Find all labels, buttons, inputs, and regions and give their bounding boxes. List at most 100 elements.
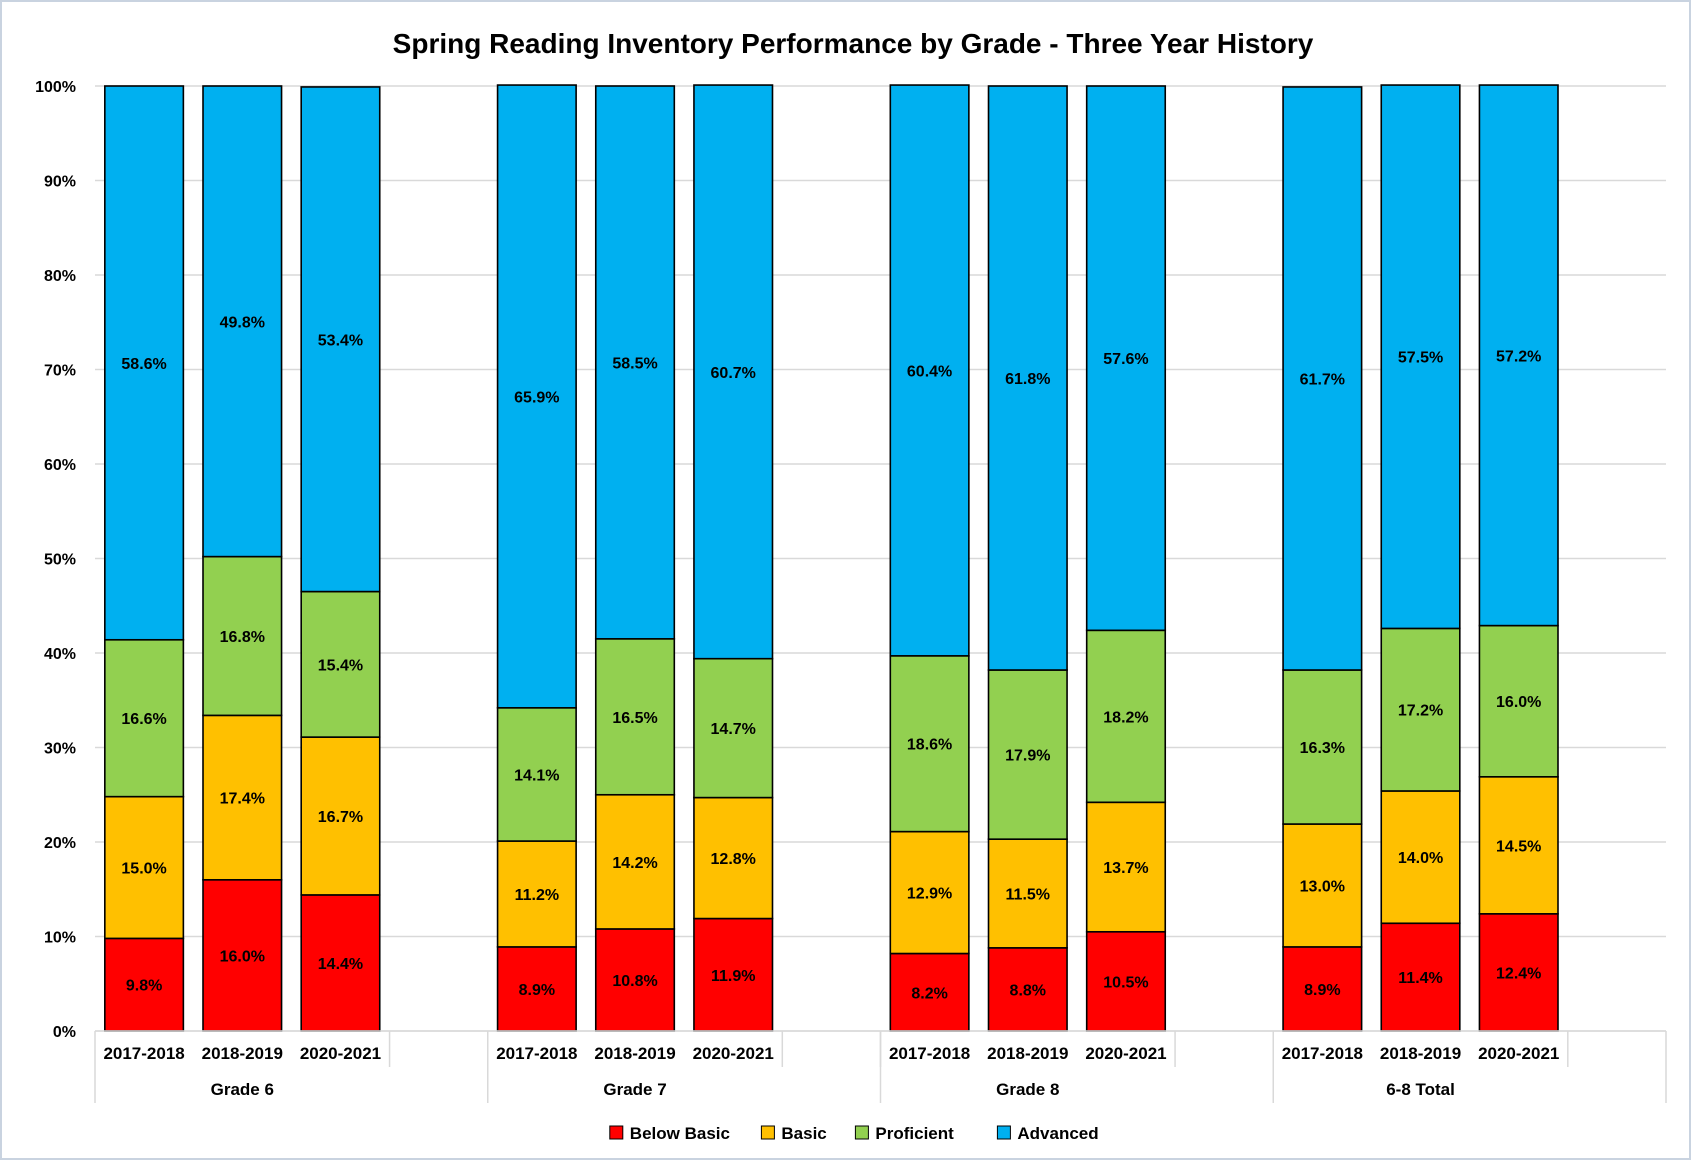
data-label-grade-7-2020-2021-advanced: 60.7% (711, 365, 756, 382)
data-label-grade-6-2018-2019-basic: 17.4% (220, 791, 265, 808)
data-label-grade-7-2020-2021-proficient: 14.7% (711, 721, 756, 738)
data-label-grade-8-2020-2021-below-basic: 10.5% (1103, 974, 1148, 991)
bar-6-8-total-2017-2018-proficient (1282, 669, 1363, 825)
bar-grade-7-2018-2019-basic (594, 793, 676, 930)
data-label-grade-7-2020-2021-below-basic: 11.9% (711, 968, 755, 985)
data-label-grade-8-2017-2018-below-basic: 8.2% (911, 985, 947, 1002)
x-tick-label-6-8-total-2017-2018: 2017-2018 (1282, 1044, 1363, 1063)
bar-6-8-total-2018-2019-basic (1380, 790, 1461, 925)
data-label-grade-7-2018-2019-basic: 14.2% (612, 855, 657, 872)
bar-grade-6-2017-2018-proficient (104, 638, 185, 798)
y-tick-label-60: 60% (44, 457, 76, 474)
group-label-grade-6: Grade 6 (211, 1080, 274, 1099)
bar-grade-7-2020-2021-proficient (693, 657, 774, 799)
data-label-6-8-total-2018-2019-advanced: 57.5% (1398, 350, 1443, 367)
data-label-grade-8-2020-2021-advanced: 57.6% (1103, 351, 1148, 368)
y-tick-label-90: 90% (44, 174, 76, 191)
data-label-grade-8-2018-2019-basic: 11.5% (1006, 887, 1050, 904)
data-label-grade-8-2017-2018-advanced: 60.4% (907, 363, 952, 380)
bar-6-8-total-2020-2021-basic (1478, 775, 1559, 915)
bar-grade-8-2020-2021-advanced (1085, 85, 1167, 632)
legend-swatch-basic (760, 1125, 775, 1140)
bar-grade-8-2018-2019-below-basic (987, 947, 1068, 1032)
data-label-grade-7-2020-2021-basic: 12.8% (711, 851, 756, 868)
x-tick-label-grade-8-2020-2021: 2020-2021 (1085, 1044, 1166, 1063)
bar-6-8-total-2018-2019-advanced (1380, 84, 1461, 630)
x-tick-label-grade-6-2017-2018: 2017-2018 (103, 1044, 184, 1063)
data-label-grade-7-2018-2019-below-basic: 10.8% (612, 973, 657, 990)
bar-grade-8-2018-2019-advanced (987, 85, 1068, 671)
legend-swatch-below-basic (609, 1125, 624, 1140)
data-label-6-8-total-2018-2019-basic: 14.0% (1398, 850, 1443, 867)
legend-label-below-basic: Below Basic (630, 1124, 730, 1143)
bar-6-8-total-2020-2021-below-basic (1478, 913, 1559, 1032)
legend-swatch-proficient (854, 1125, 869, 1140)
bar-grade-6-2020-2021-advanced (300, 86, 381, 593)
legend-label-proficient: Proficient (875, 1124, 954, 1143)
bar-grade-8-2017-2018-advanced (889, 84, 970, 657)
y-tick-label-80: 80% (44, 268, 76, 285)
bar-grade-8-2020-2021-basic (1085, 801, 1167, 933)
y-tick-label-50: 50% (44, 552, 76, 569)
x-tick-label-6-8-total-2020-2021: 2020-2021 (1478, 1044, 1559, 1063)
y-tick-label-70: 70% (44, 363, 76, 380)
data-label-6-8-total-2018-2019-below-basic: 11.4% (1398, 970, 1442, 987)
x-tick-label-grade-8-2017-2018: 2017-2018 (889, 1044, 970, 1063)
data-label-6-8-total-2017-2018-below-basic: 8.9% (1304, 982, 1340, 999)
data-label-6-8-total-2020-2021-advanced: 57.2% (1496, 348, 1541, 365)
bar-grade-6-2017-2018-advanced (104, 85, 185, 641)
data-label-grade-6-2020-2021-advanced: 53.4% (318, 332, 363, 349)
data-label-grade-7-2017-2018-basic: 11.2% (515, 887, 559, 904)
bar-grade-8-2018-2019-proficient (987, 669, 1068, 840)
data-label-grade-6-2018-2019-advanced: 49.8% (220, 314, 265, 331)
bar-6-8-total-2017-2018-advanced (1282, 86, 1363, 671)
bar-grade-8-2020-2021-below-basic (1085, 930, 1167, 1032)
data-label-grade-6-2018-2019-proficient: 16.8% (220, 629, 265, 646)
legend-label-advanced: Advanced (1017, 1124, 1098, 1143)
data-label-grade-6-2020-2021-below-basic: 14.4% (318, 956, 363, 973)
data-label-6-8-total-2017-2018-advanced: 61.7% (1300, 371, 1345, 388)
bar-grade-6-2020-2021-below-basic (300, 894, 381, 1032)
y-tick-label-20: 20% (44, 835, 76, 852)
data-label-6-8-total-2017-2018-proficient: 16.3% (1300, 740, 1345, 757)
bar-grade-7-2020-2021-basic (693, 796, 774, 920)
data-label-grade-8-2018-2019-below-basic: 8.8% (1010, 982, 1046, 999)
data-label-grade-6-2017-2018-below-basic: 9.8% (126, 978, 162, 995)
y-tick-label-100: 100% (35, 79, 76, 96)
y-tick-label-30: 30% (44, 741, 76, 758)
bar-grade-6-2020-2021-basic (300, 736, 381, 896)
data-label-grade-6-2017-2018-proficient: 16.6% (121, 711, 166, 728)
bar-6-8-total-2018-2019-below-basic (1380, 922, 1461, 1032)
data-label-grade-6-2017-2018-advanced: 58.6% (121, 356, 166, 373)
data-label-grade-7-2018-2019-advanced: 58.5% (612, 355, 657, 372)
x-tick-label-grade-7-2018-2019: 2018-2019 (594, 1044, 675, 1063)
x-tick-label-6-8-total-2018-2019: 2018-2019 (1380, 1044, 1461, 1063)
bar-grade-6-2018-2019-below-basic (202, 878, 283, 1032)
data-label-6-8-total-2018-2019-proficient: 17.2% (1398, 703, 1443, 720)
data-label-grade-8-2020-2021-basic: 13.7% (1103, 860, 1148, 877)
x-tick-label-grade-8-2018-2019: 2018-2019 (987, 1044, 1068, 1063)
data-labels-layer: 9.8% 15.0% 16.6% 58.6% 16.0% 17.4% 16.8% 49.8% 1… (121, 314, 1541, 1002)
bar-grade-6-2017-2018-below-basic (104, 937, 185, 1032)
data-label-grade-6-2018-2019-below-basic: 16.0% (220, 948, 265, 965)
y-tick-label-0: 0% (53, 1024, 76, 1041)
bar-grade-7-2020-2021-below-basic (693, 917, 774, 1032)
data-label-6-8-total-2020-2021-below-basic: 12.4% (1496, 965, 1541, 982)
bar-grade-7-2018-2019-proficient (594, 638, 676, 796)
bar-grade-7-2020-2021-advanced (693, 84, 774, 660)
bar-grade-7-2017-2018-advanced (496, 84, 577, 709)
y-tick-label-40: 40% (44, 646, 76, 663)
data-label-grade-8-2020-2021-proficient: 18.2% (1103, 709, 1148, 726)
x-tick-label-grade-6-2018-2019: 2018-2019 (202, 1044, 283, 1063)
data-label-grade-8-2018-2019-proficient: 17.9% (1005, 748, 1050, 765)
group-label-6-8-total: 6-8 Total (1386, 1080, 1455, 1099)
bar-grade-6-2017-2018-basic (104, 795, 185, 940)
x-axis: 2017-2018 2018-2019 2020-2021 Grade 6 2017-2… (94, 1030, 1667, 1103)
bar-6-8-total-2017-2018-basic (1282, 823, 1363, 948)
bar-grade-7-2017-2018-proficient (496, 707, 577, 842)
data-label-grade-6-2020-2021-basic: 16.7% (318, 809, 363, 826)
bar-grade-6-2020-2021-proficient (300, 590, 381, 738)
bar-grade-7-2017-2018-below-basic (496, 946, 577, 1032)
